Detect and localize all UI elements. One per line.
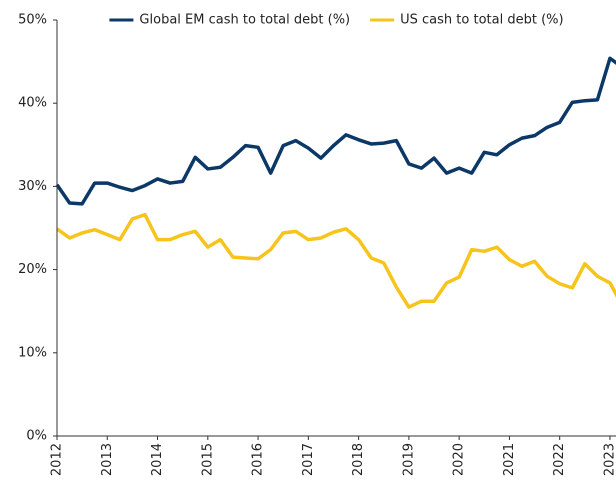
legend-label: Global EM cash to total debt (%) <box>139 13 350 28</box>
x-tick-label: 2012 <box>50 443 65 476</box>
x-tick-label: 2015 <box>200 443 215 476</box>
x-tick-label: 2023 <box>602 443 616 476</box>
series-line <box>55 56 616 206</box>
x-tick-label: 2014 <box>150 443 165 476</box>
plot-area <box>55 56 616 309</box>
y-tick-label: 30% <box>18 179 47 194</box>
x-tick-label: 2022 <box>552 443 567 476</box>
y-tick-label: 50% <box>18 13 47 28</box>
legend-label: US cash to total debt (%) <box>400 13 563 28</box>
series-line <box>55 212 616 309</box>
x-tick-label: 2021 <box>502 443 517 476</box>
y-tick-label: 0% <box>26 429 47 444</box>
x-tick-label: 2017 <box>301 443 316 476</box>
x-tick-label: 2020 <box>452 443 467 476</box>
y-tick-label: 10% <box>18 345 47 360</box>
y-tick-label: 20% <box>18 262 47 277</box>
x-tick-label: 2013 <box>100 443 115 476</box>
y-tick-label: 40% <box>18 96 47 111</box>
legend: Global EM cash to total debt (%) US cash … <box>109 13 564 28</box>
x-tick-label: 2019 <box>401 443 416 476</box>
x-tick-label: 2018 <box>351 443 366 476</box>
x-tick-label: 2016 <box>251 443 266 476</box>
